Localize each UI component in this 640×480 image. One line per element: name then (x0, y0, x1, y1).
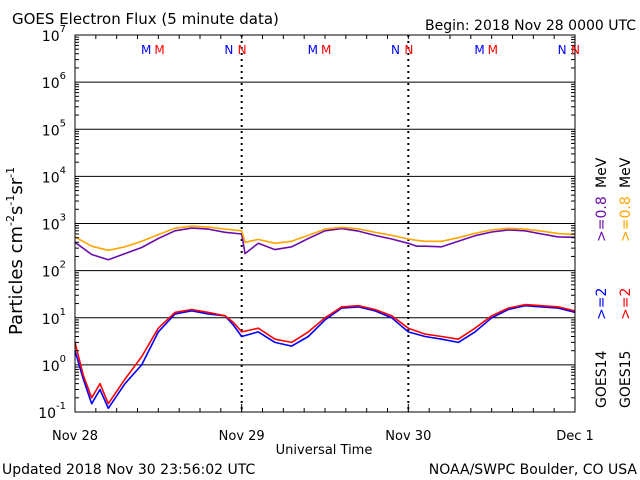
chart-title: GOES Electron Flux (5 minute data) (12, 10, 279, 28)
event-marker: M (154, 43, 164, 57)
x-ticks: Nov 28 Nov 29 Nov 30 Dec 1 (52, 35, 594, 444)
y-axis-label: Particles cm-2s-1sr-1 (4, 167, 27, 335)
event-marker: N (238, 43, 247, 57)
event-marker: N (404, 43, 413, 57)
legend-goes15: GOES15 (618, 351, 634, 408)
legend-entry-blue: >=2 (594, 288, 610, 320)
x-axis-label: Universal Time (276, 443, 373, 458)
event-marker: N (571, 43, 580, 57)
x-tick-label: Nov 29 (219, 429, 265, 444)
event-marker: M (488, 43, 498, 57)
y-tick-label: 106 (42, 71, 66, 92)
event-marker: N (391, 43, 400, 57)
event-marker: M (474, 43, 484, 57)
x-tick-label: Nov 28 (52, 429, 98, 444)
y-tick-label: 102 (42, 260, 66, 281)
series-line-2 (74, 304, 576, 410)
y-tick-label: 10-1 (38, 401, 66, 422)
series-line-1 (74, 225, 576, 252)
credit-label: NOAA/SWPC Boulder, CO USA (429, 462, 638, 478)
x-tick-label: Dec 1 (556, 429, 594, 444)
series-line-0 (74, 227, 576, 261)
series-layer (74, 225, 576, 410)
begin-label: Begin: 2018 Nov 28 0000 UTC (425, 18, 636, 34)
y-tick-label: 104 (42, 165, 66, 186)
y-tick-label: 101 (42, 307, 66, 328)
legend-unit-2: MeV (618, 157, 634, 188)
series-line-3 (74, 303, 576, 405)
legend-goes14: GOES14 (594, 350, 610, 408)
event-marker: N (224, 43, 233, 57)
event-marker: N (558, 43, 567, 57)
x-tick-label: Nov 30 (385, 429, 431, 444)
legend-entry-red: >=2 (618, 288, 634, 320)
y-tick-label: 100 (42, 354, 66, 375)
legend-unit-1: MeV (594, 157, 610, 188)
legend: GOES14 GOES15 >=2 >=2 >=0.8 >=0.8 MeV Me… (594, 157, 634, 408)
y-tick-label: 107 (42, 24, 66, 45)
event-marker: M (308, 43, 318, 57)
event-marker: M (321, 43, 331, 57)
y-tick-label: 103 (42, 213, 66, 234)
y-tick-label: 105 (42, 118, 66, 139)
y-ticks: 10-1 100 101 102 103 104 105 106 107 (38, 24, 575, 422)
updated-label: Updated 2018 Nov 30 23:56:02 UTC (2, 462, 255, 478)
event-marker: M (141, 43, 151, 57)
legend-entry-purple: >=0.8 (594, 196, 610, 242)
legend-entry-orange: >=0.8 (618, 196, 634, 242)
